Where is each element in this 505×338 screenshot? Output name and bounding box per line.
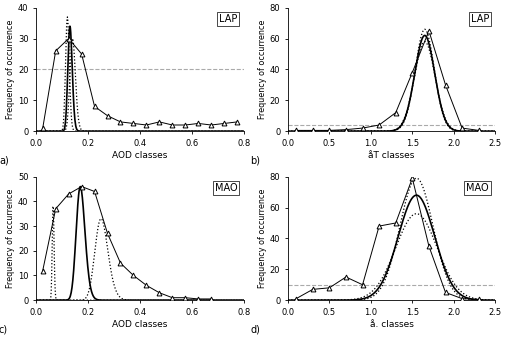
Text: LAP: LAP (470, 14, 488, 24)
Text: c): c) (0, 325, 8, 335)
Y-axis label: Frequency of occurrence: Frequency of occurrence (6, 189, 15, 288)
Text: MAO: MAO (214, 183, 237, 193)
Text: a): a) (0, 156, 9, 166)
Y-axis label: Frequency of occurrence: Frequency of occurrence (258, 20, 266, 119)
Text: b): b) (250, 156, 260, 166)
X-axis label: AOD classes: AOD classes (112, 151, 167, 160)
Text: MAO: MAO (466, 183, 488, 193)
X-axis label: å. classes: å. classes (369, 320, 413, 329)
Text: d): d) (250, 325, 260, 335)
Text: LAP: LAP (219, 14, 237, 24)
Y-axis label: Frequency of occurrence: Frequency of occurrence (6, 20, 15, 119)
X-axis label: åT classes: åT classes (368, 151, 414, 160)
X-axis label: AOD classes: AOD classes (112, 320, 167, 329)
Y-axis label: Frequency of occurrence: Frequency of occurrence (258, 189, 266, 288)
